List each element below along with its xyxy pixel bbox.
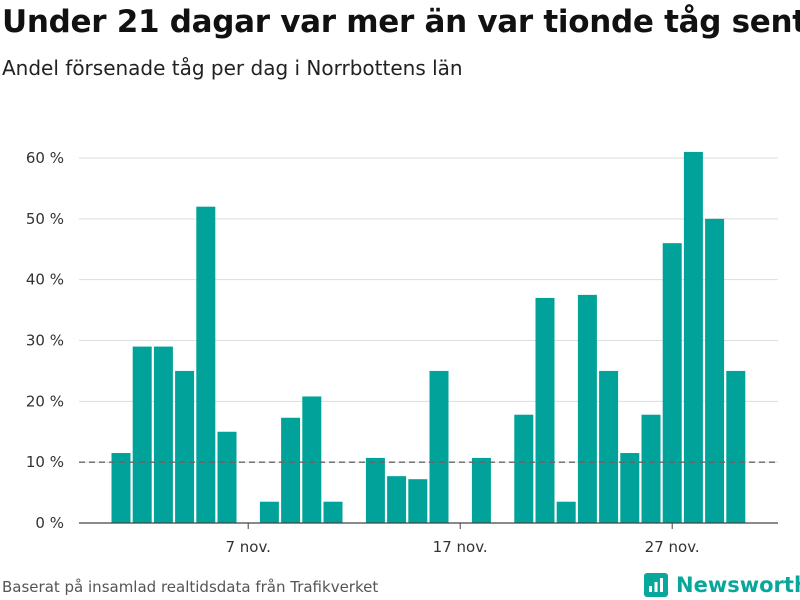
newsworthy-logo: Newsworthy [644, 570, 800, 600]
newsworthy-logo-text: Newsworthy [676, 573, 800, 597]
bar [726, 370, 746, 523]
chart-subtitle: Andel försenade tåg per dag i Norrbotten… [2, 56, 463, 80]
bar [514, 414, 534, 523]
bar [577, 294, 597, 523]
bar [302, 396, 322, 523]
y-tick-label: 50 % [26, 210, 64, 228]
bar [153, 346, 173, 523]
y-tick-label: 20 % [26, 392, 64, 410]
bar [429, 370, 449, 523]
bar [620, 453, 640, 523]
bar [535, 297, 555, 523]
bar [641, 414, 661, 523]
bar [683, 151, 703, 523]
bar [471, 457, 491, 523]
bar [662, 243, 682, 523]
bar [365, 457, 385, 523]
bar [217, 431, 237, 523]
x-tick-label: 17 nov. [433, 538, 488, 556]
bar [196, 206, 216, 523]
y-tick-label: 60 % [26, 149, 64, 167]
source-note: Baserat på insamlad realtidsdata från Tr… [2, 578, 379, 596]
y-tick-label: 10 % [26, 453, 64, 471]
y-tick-label: 0 % [35, 514, 64, 532]
y-tick-label: 40 % [26, 271, 64, 289]
y-tick-label: 30 % [26, 332, 64, 350]
bar [705, 218, 725, 524]
bar [556, 501, 576, 523]
bar [599, 370, 619, 523]
bar [281, 417, 301, 523]
bar [259, 501, 279, 523]
newsworthy-logo-icon [644, 573, 668, 597]
x-tick-label: 7 nov. [225, 538, 270, 556]
chart-title: Under 21 dagar var mer än var tionde tåg… [2, 4, 800, 40]
bar [323, 501, 343, 523]
bar [111, 453, 131, 523]
bar [387, 476, 407, 523]
bar [132, 346, 152, 523]
bar [408, 479, 428, 523]
bar [175, 370, 195, 523]
x-tick-label: 27 nov. [645, 538, 700, 556]
